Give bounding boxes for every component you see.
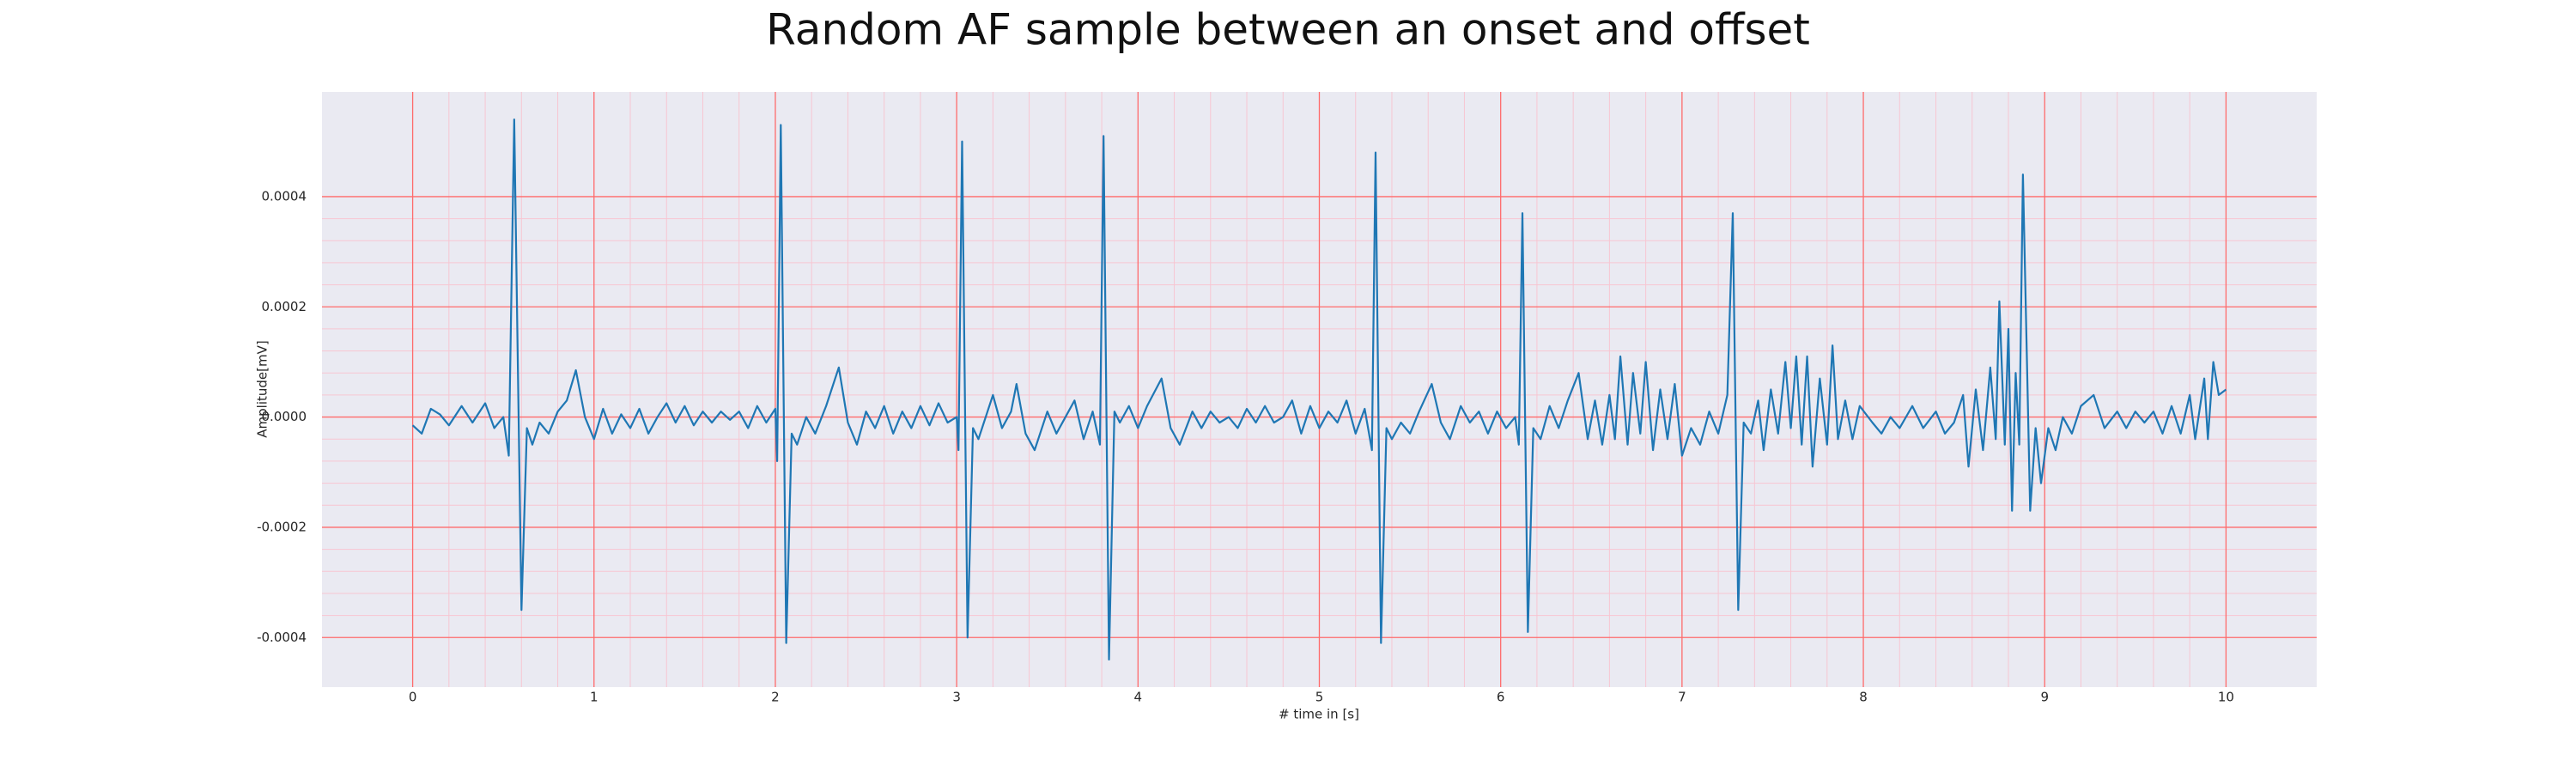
chart-title: Random AF sample between an onset and of… — [766, 5, 1810, 55]
x-tick-label: 6 — [1497, 690, 1505, 705]
y-tick-label: 0.0002 — [262, 299, 307, 314]
x-tick-label: 5 — [1315, 690, 1324, 705]
x-tick-label: 3 — [952, 690, 961, 705]
x-tick-label: 9 — [2040, 690, 2049, 705]
x-tick-label: 4 — [1134, 690, 1143, 705]
y-tick-label: -0.0002 — [257, 519, 307, 534]
y-tick-label: 0.0004 — [262, 188, 307, 204]
x-tick-label: 8 — [1859, 690, 1868, 705]
x-axis-label: # time in [s] — [1279, 707, 1359, 722]
x-tick-label: 10 — [2218, 690, 2234, 705]
line-series — [411, 118, 2227, 661]
y-tick-label: 0.0000 — [262, 409, 307, 424]
x-tick-label: 1 — [590, 690, 598, 705]
x-tick-label: 0 — [409, 690, 417, 705]
y-tick-label: -0.0004 — [257, 630, 307, 645]
y-axis-label: Amplitude[mV] — [255, 340, 270, 437]
x-tick-label: 7 — [1678, 690, 1686, 705]
x-tick-label: 2 — [771, 690, 780, 705]
